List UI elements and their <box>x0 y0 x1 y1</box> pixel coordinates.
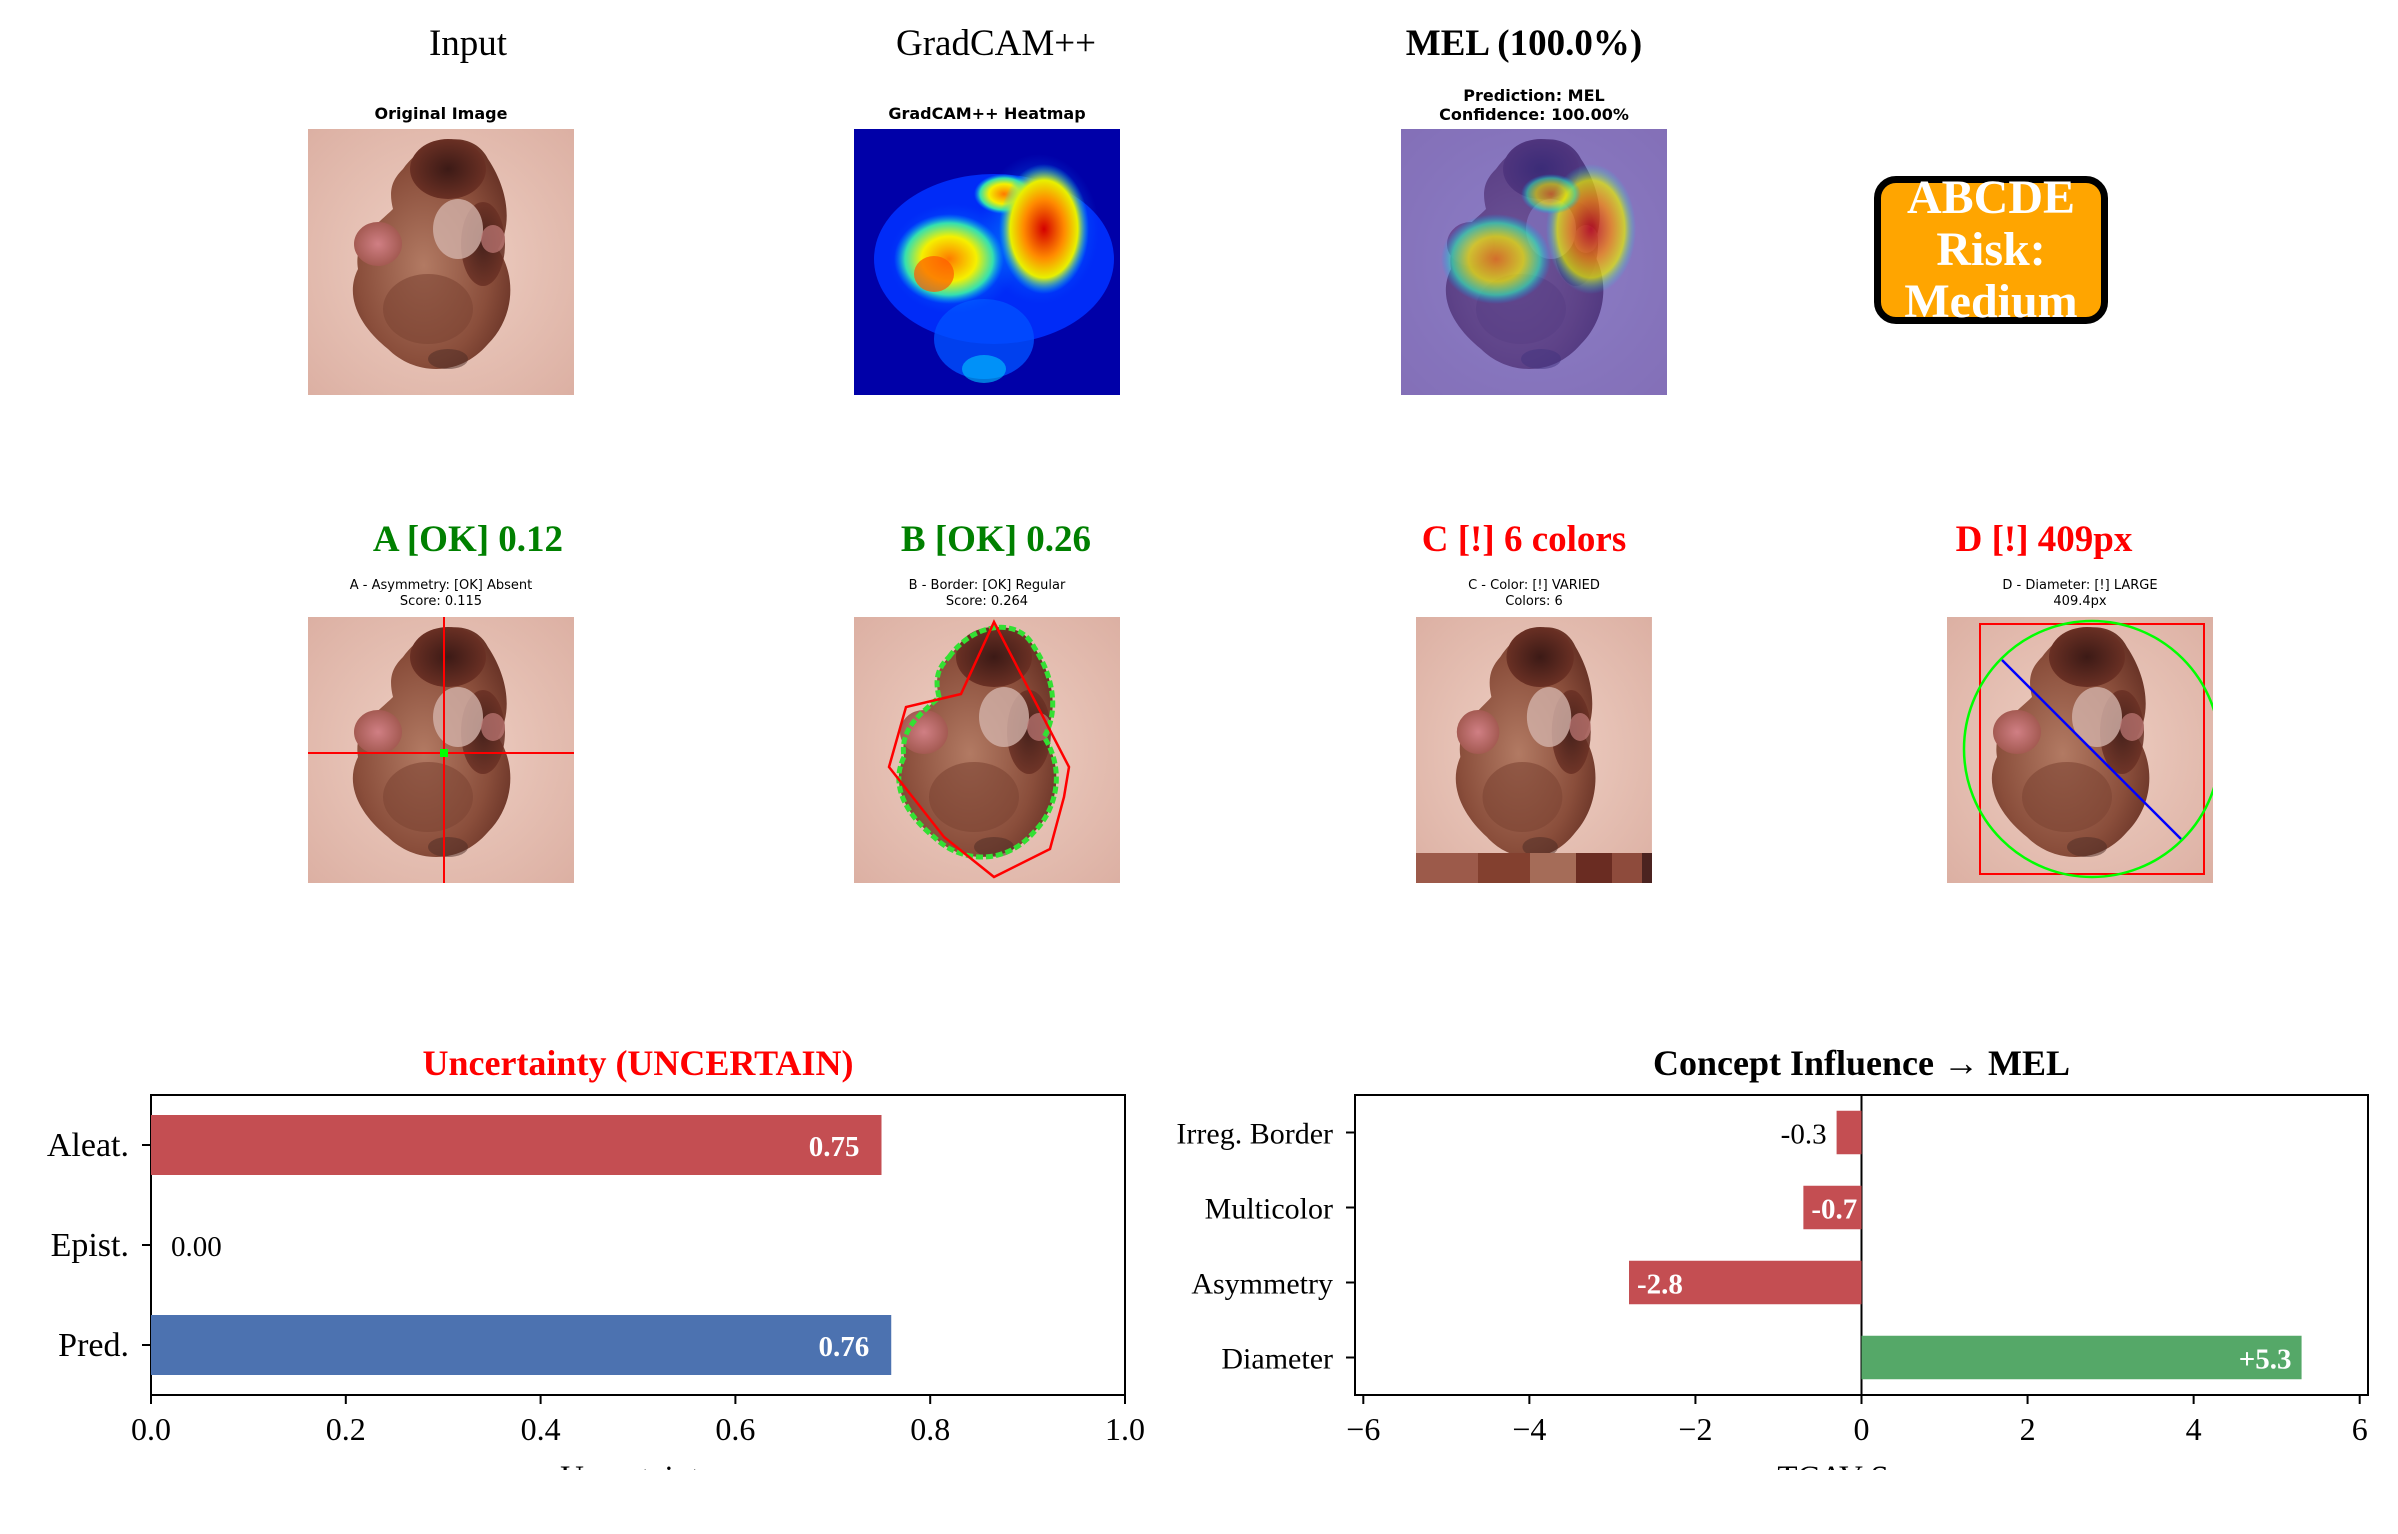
asymmetry-line1: A - Asymmetry: [OK] Absent <box>349 578 533 593</box>
bar <box>1861 1335 2302 1380</box>
diameter-image <box>1947 617 2213 883</box>
border-line2: Score: 0.264 <box>945 594 1029 609</box>
y-tick-label: Irreg. Border <box>1176 1118 1333 1151</box>
concept-influence-chart: Concept Influence → MEL −6 −4 −2 0 2 4 6 TCAV Sc… <box>1176 1043 2369 1470</box>
border-image <box>854 617 1120 883</box>
x-tick-label: 0.2 <box>326 1411 366 1447</box>
x-tick-label: 1.0 <box>1105 1411 1145 1447</box>
x-tick-label: 0 <box>1854 1411 1870 1447</box>
y-tick-label: Pred. <box>58 1327 129 1364</box>
border-title: B [OK] 0.26 <box>900 519 1092 560</box>
bar-value-label: 0.76 <box>818 1331 869 1363</box>
prediction-panel-title: MEL (100.0%) <box>1405 23 1643 64</box>
x-tick-label: −4 <box>1512 1411 1546 1447</box>
uncertainty-chart: Uncertainty (UNCERTAIN) 0.0 0.2 0.4 0.6 0.8 1.… <box>47 1043 1145 1470</box>
x-tick-label: 6 <box>2352 1411 2368 1447</box>
bar-value-label: -2.8 <box>1637 1269 1683 1301</box>
bar <box>1803 1185 1862 1230</box>
y-tick-label: Epist. <box>51 1227 129 1264</box>
color-swatch <box>1416 853 1478 883</box>
risk-level: Medium <box>1904 275 2078 328</box>
gradcam-panel-subtitle: GradCAM++ Heatmap <box>888 104 1086 123</box>
bar-value-label: -0.3 <box>1781 1119 1827 1151</box>
bar-value-label: +5.3 <box>2239 1344 2292 1376</box>
asymmetry-image <box>308 617 574 883</box>
color-title: C [!] 6 colors <box>1421 519 1627 560</box>
y-tick-label: Aleat. <box>47 1127 129 1164</box>
diameter-line2: 409.4px <box>2053 594 2107 609</box>
color-swatch <box>1576 853 1612 883</box>
x-tick-label: 2 <box>2020 1411 2036 1447</box>
gradcam-heatmap <box>854 129 1120 395</box>
asymmetry-line2: Score: 0.115 <box>399 594 483 609</box>
bar <box>151 1315 892 1375</box>
chart-title: Uncertainty (UNCERTAIN) <box>422 1043 853 1083</box>
bar-value-label: 0.00 <box>171 1231 222 1263</box>
prediction-subtitle-line2: Confidence: 100.00% <box>1439 105 1629 124</box>
original-image <box>308 129 574 395</box>
bar <box>1836 1110 1862 1155</box>
input-panel-subtitle: Original Image <box>374 104 508 123</box>
chart-title: Concept Influence → MEL <box>1653 1043 2070 1083</box>
overlay-image <box>1401 129 1667 395</box>
bar <box>1629 1260 1862 1305</box>
bar-value-label: -0.7 <box>1811 1194 1857 1226</box>
bar-value-label: 0.75 <box>809 1131 860 1163</box>
x-tick-label: −2 <box>1678 1411 1712 1447</box>
risk-label: ABCDE Risk: <box>1906 171 2076 276</box>
color-swatch <box>1612 853 1642 883</box>
bar <box>151 1115 882 1175</box>
x-tick-label: 0.4 <box>521 1411 561 1447</box>
color-swatch <box>1642 853 1652 883</box>
y-tick-label: Diameter <box>1221 1343 1333 1376</box>
color-swatch-strip <box>1416 853 1652 883</box>
abcde-risk-badge: ABCDE Risk: Medium <box>1874 172 2108 328</box>
color-line2: Colors: 6 <box>1505 594 1563 609</box>
y-tick-label: Multicolor <box>1205 1193 1333 1226</box>
x-tick-label: 0.0 <box>131 1411 171 1447</box>
input-panel-title: Input <box>428 23 508 64</box>
x-tick-label: 4 <box>2186 1411 2202 1447</box>
x-tick-label: 0.8 <box>910 1411 950 1447</box>
diameter-line1: D - Diameter: [!] LARGE <box>2002 578 2158 593</box>
diameter-title: D [!] 409px <box>1955 519 2133 560</box>
asymmetry-title: A [OK] 0.12 <box>372 519 564 560</box>
x-tick-label: 0.6 <box>715 1411 755 1447</box>
gradcam-panel-title: GradCAM++ <box>896 23 1096 64</box>
prediction-subtitle-line1: Prediction: MEL <box>1463 86 1605 105</box>
color-line1: C - Color: [!] VARIED <box>1468 578 1600 593</box>
x-axis-label: Uncertainty <box>560 1460 716 1470</box>
color-image <box>1416 617 1652 883</box>
x-axis-label: TCAV Score <box>1777 1460 1945 1470</box>
x-tick-label: −6 <box>1346 1411 1380 1447</box>
color-swatch <box>1478 853 1530 883</box>
color-swatch <box>1530 853 1576 883</box>
border-line1: B - Border: [OK] Regular <box>908 578 1066 593</box>
y-tick-label: Asymmetry <box>1191 1268 1333 1301</box>
